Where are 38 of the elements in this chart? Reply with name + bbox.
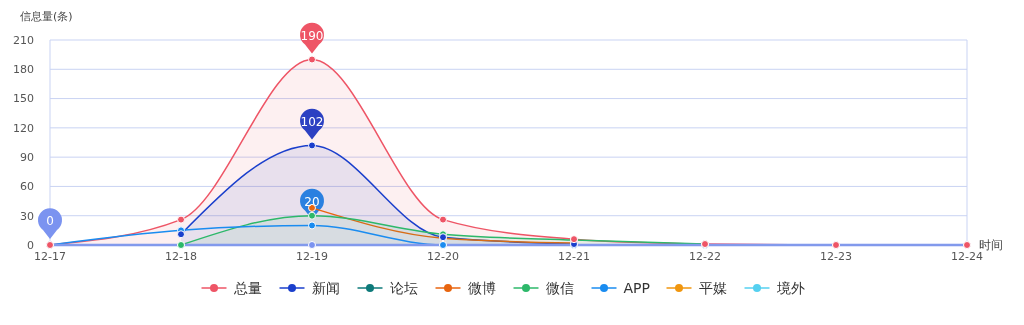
x-tick-label: 12-20 [427,250,459,263]
legend-label: 微博 [467,279,496,296]
point [177,215,185,224]
point [308,221,316,230]
y-tick-label: 30 [20,209,34,223]
point [308,241,316,249]
legend-label: APP [623,279,650,296]
legend-label: 微信 [545,279,574,296]
x-tick-label: 12-19 [296,250,328,263]
y-tick-label: 180 [13,63,34,77]
legend-label: 总量 [232,279,262,296]
x-tick-label: 12-18 [165,250,197,263]
x-tick-label: 12-21 [558,250,590,263]
x-axis-title: 时间 [979,238,1003,253]
y-tick-label: 0 [27,238,34,252]
annotation: 0 [46,214,54,229]
point [439,215,447,224]
legend-label: 论坛 [389,279,418,296]
annotation: 20 [304,194,320,209]
annotation: 102 [300,114,324,129]
point [308,141,316,150]
legend-label: 平媒 [698,279,727,296]
legend-label: 新闻 [311,279,340,296]
y-tick-label: 150 [13,92,34,106]
y-tick-label: 120 [13,121,34,135]
point [308,55,316,64]
x-tick-label: 12-17 [34,250,66,263]
point [177,230,185,239]
point [308,211,316,220]
x-tick-label: 12-22 [689,250,721,263]
y-tick-label: 90 [20,150,34,164]
legend-label: 境外 [775,279,805,296]
x-tick-label: 12-24 [951,250,983,263]
y-axis-title: 信息量(条) [20,10,73,23]
x-tick-label: 12-23 [820,250,852,263]
y-tick-label: 60 [20,180,34,194]
y-tick-label: 210 [13,33,34,47]
annotation: 190 [300,28,324,43]
